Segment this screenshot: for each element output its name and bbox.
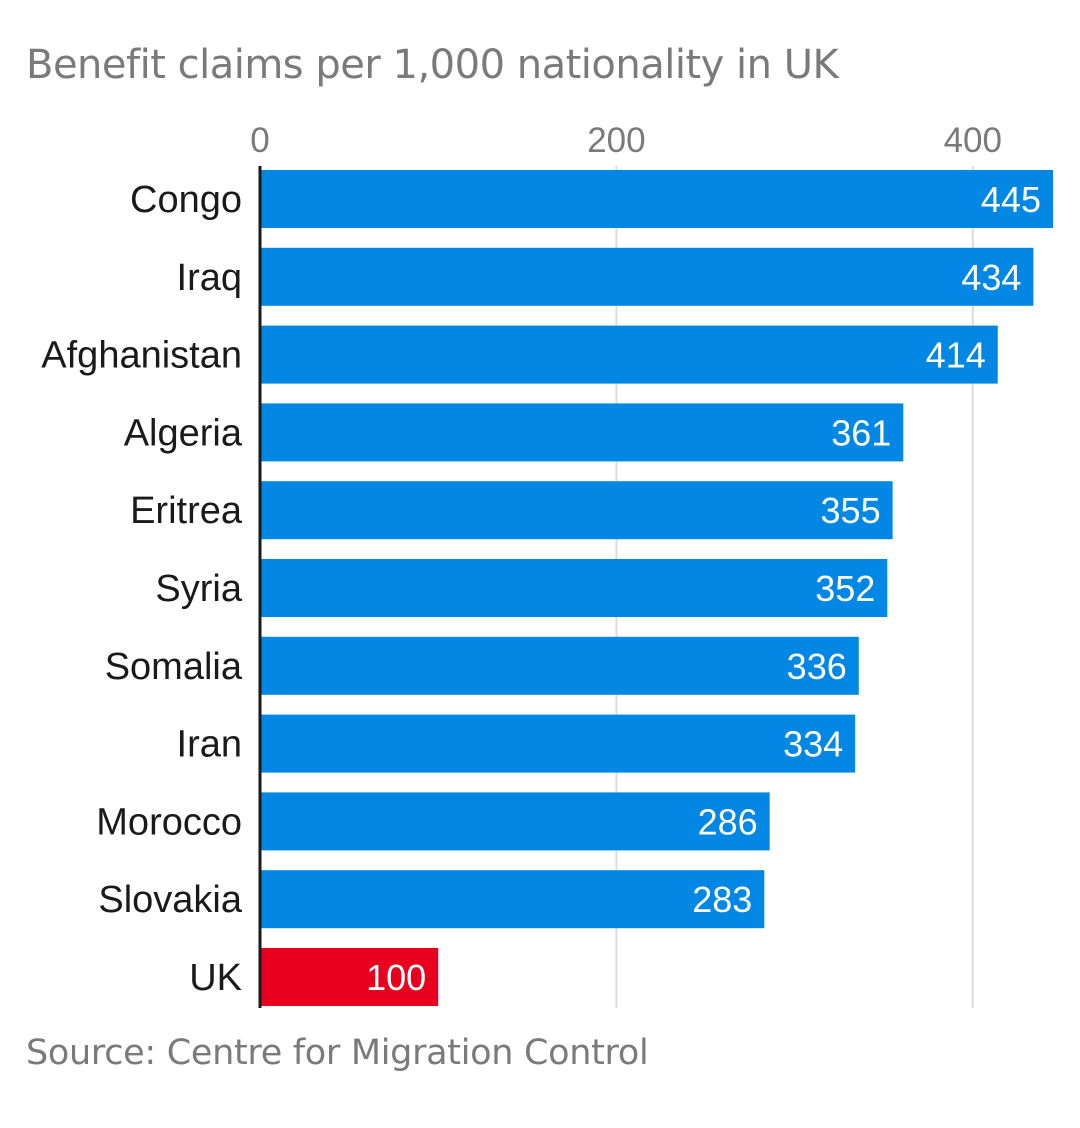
bar xyxy=(260,870,765,929)
data-label: 334 xyxy=(783,724,843,765)
category-label: Slovakia xyxy=(98,879,242,921)
bar xyxy=(260,792,770,851)
category-label: Afghanistan xyxy=(41,335,242,377)
data-label: 445 xyxy=(981,179,1041,220)
category-label: Eritrea xyxy=(130,490,243,532)
bar xyxy=(260,714,856,773)
bar xyxy=(260,636,859,695)
category-label: Morocco xyxy=(96,801,242,843)
data-label: 352 xyxy=(815,568,875,609)
x-tick-label: 0 xyxy=(250,121,269,160)
data-label: 361 xyxy=(831,412,891,453)
bar xyxy=(260,325,998,384)
category-label: Congo xyxy=(130,179,242,221)
category-label: UK xyxy=(189,957,242,999)
data-label: 434 xyxy=(961,257,1021,298)
category-label: Iraq xyxy=(177,257,242,299)
bar xyxy=(260,948,439,1006)
bar xyxy=(260,170,1053,228)
bar xyxy=(260,481,893,540)
category-label: Iran xyxy=(177,724,242,766)
data-label: 355 xyxy=(821,490,881,531)
bar xyxy=(260,247,1034,306)
bar xyxy=(260,403,904,462)
data-label: 100 xyxy=(366,957,426,998)
chart-source: Source: Centre for Migration Control xyxy=(26,1033,649,1073)
data-label: 286 xyxy=(698,801,758,842)
data-label: 414 xyxy=(926,335,986,376)
data-label: 283 xyxy=(692,879,752,920)
category-label: Somalia xyxy=(105,646,243,688)
x-tick-label: 200 xyxy=(587,121,645,160)
bar xyxy=(260,559,888,617)
data-label: 336 xyxy=(787,646,847,687)
x-tick-label: 400 xyxy=(944,121,1002,160)
category-label: Algeria xyxy=(124,412,243,454)
chart-title: Benefit claims per 1,000 nationality in … xyxy=(26,42,839,88)
category-label: Syria xyxy=(155,568,242,610)
